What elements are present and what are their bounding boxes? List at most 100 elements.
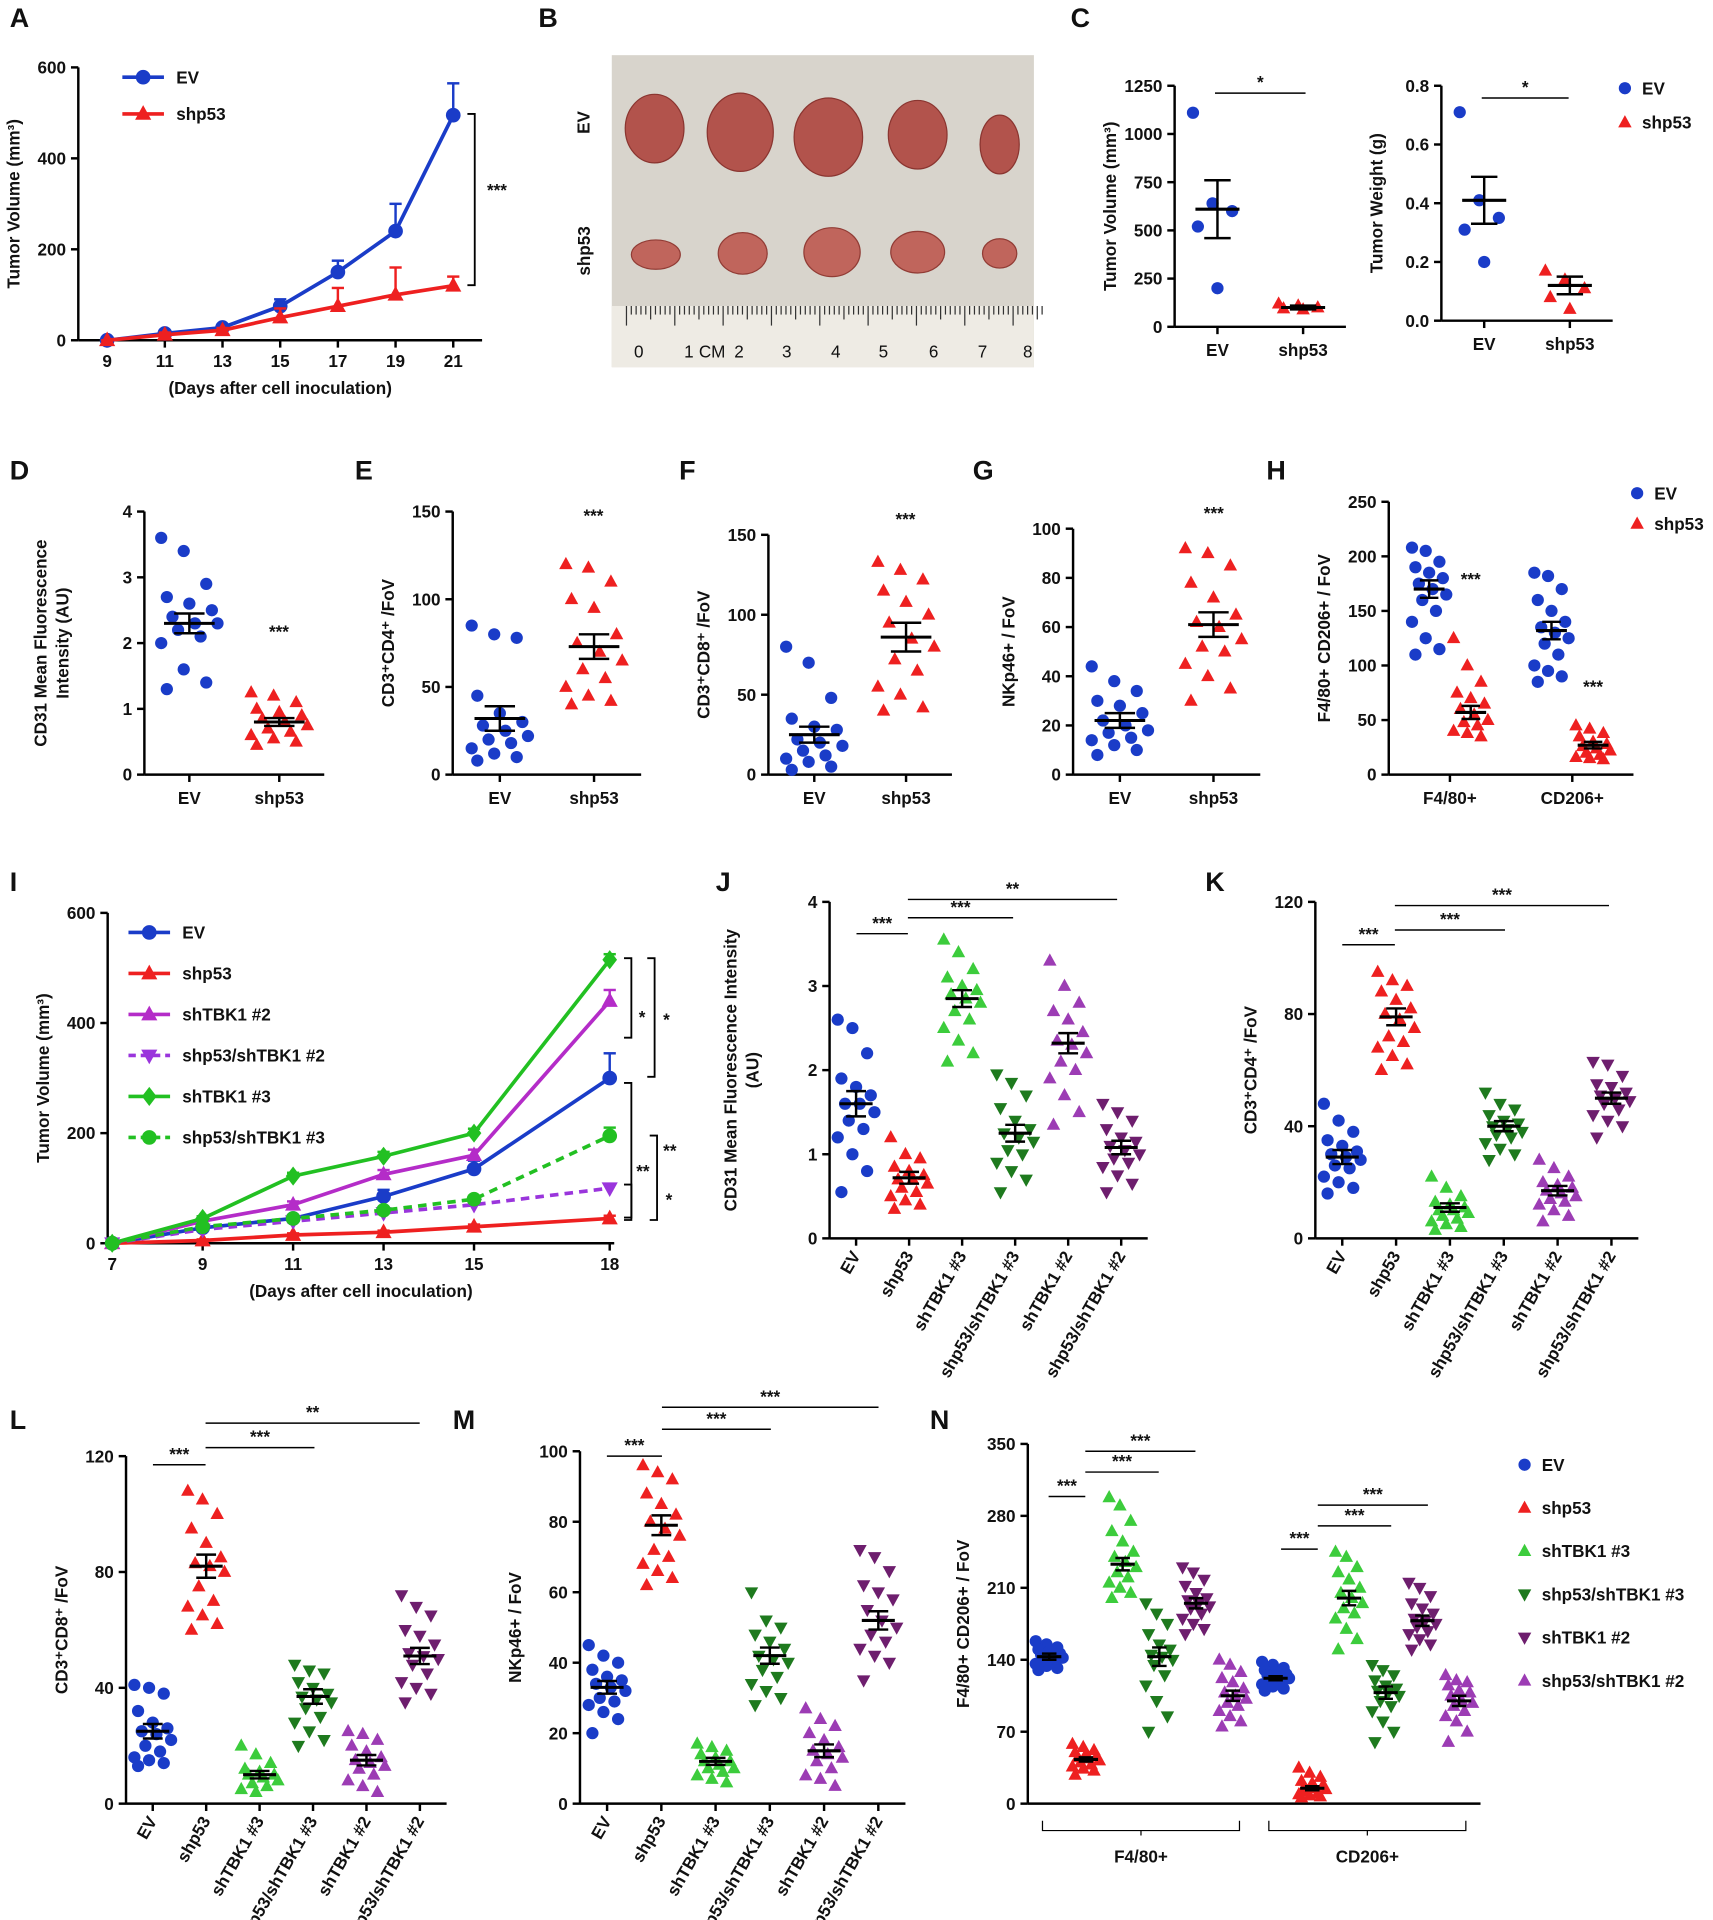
data-point	[466, 1161, 482, 1177]
x-tick-label: 17	[328, 352, 347, 371]
data-point	[796, 744, 810, 757]
data-point	[1043, 1071, 1057, 1084]
data-point	[1577, 281, 1592, 294]
data-point	[1076, 1739, 1090, 1753]
y-tick-label: 40	[549, 1654, 568, 1673]
y-tick-label: 0.6	[1405, 136, 1429, 155]
panel-label: L	[10, 1405, 26, 1435]
data-point	[780, 752, 793, 765]
x-tick-label: shp53	[569, 789, 618, 808]
error-cap	[484, 705, 516, 733]
data-point	[155, 636, 168, 650]
error-cap	[249, 1769, 270, 1780]
data-point	[608, 1695, 621, 1708]
x-tick-label: 15	[465, 1255, 485, 1274]
data-point	[1374, 1062, 1389, 1076]
significance-label: **	[636, 1162, 650, 1181]
ruler-label: 7	[978, 342, 988, 361]
data-point	[1175, 1613, 1190, 1626]
y-tick-label: 100	[412, 590, 441, 609]
data-point	[181, 1483, 195, 1496]
data-point	[195, 1608, 210, 1621]
data-point	[592, 644, 607, 657]
data-point	[1076, 1761, 1090, 1774]
legend-marker	[1518, 1458, 1531, 1471]
error-cap	[264, 716, 295, 728]
data-point	[1569, 749, 1583, 763]
data-point	[654, 1496, 669, 1510]
error-cap	[174, 612, 205, 635]
data-point	[759, 1685, 773, 1699]
error-cap	[1419, 579, 1439, 600]
ruler-label: CM	[699, 342, 726, 361]
x-tick-label: CD206+	[1541, 789, 1604, 808]
data-point	[1400, 1057, 1414, 1070]
data-point	[1440, 588, 1453, 601]
data-point	[205, 604, 218, 617]
data-point	[570, 635, 584, 648]
error-cap	[1104, 711, 1136, 730]
data-point	[1601, 1115, 1615, 1128]
data-point	[582, 1698, 595, 1712]
data-point	[1426, 1608, 1440, 1621]
significance-bracket	[624, 1183, 633, 1219]
data-point	[1454, 1188, 1468, 1202]
y-tick-label: 100	[1032, 520, 1061, 539]
error-cap	[1547, 1184, 1568, 1197]
legend-marker	[1630, 516, 1644, 529]
category-brace	[1041, 1820, 1241, 1836]
data-point	[324, 1697, 339, 1710]
data-point	[920, 1176, 935, 1189]
data-point	[504, 736, 518, 750]
data-point	[1046, 1003, 1061, 1017]
error-cap	[1225, 1689, 1241, 1703]
data-point	[244, 727, 258, 741]
data-point	[1582, 750, 1597, 764]
data-point	[341, 1773, 355, 1786]
data-point	[1478, 1087, 1493, 1100]
data-point	[882, 1566, 897, 1579]
data-point	[1215, 1719, 1229, 1732]
data-point	[1460, 1675, 1474, 1688]
data-point	[597, 1649, 610, 1662]
data-point	[1178, 541, 1193, 554]
y-tick-label: 200	[67, 1124, 96, 1143]
data-point	[1212, 1703, 1227, 1717]
data-point	[1026, 1136, 1041, 1149]
data-point	[1206, 197, 1219, 210]
data-point	[774, 1693, 788, 1706]
legend-marker	[1517, 1543, 1532, 1557]
data-point	[1493, 1143, 1507, 1156]
data-point	[1402, 1577, 1416, 1591]
y-tick-label: 150	[1348, 602, 1377, 621]
data-point	[1032, 1663, 1045, 1677]
data-point	[249, 1784, 263, 1797]
data-point	[831, 1131, 844, 1144]
data-point	[889, 1622, 904, 1635]
error-cap	[1440, 1202, 1460, 1213]
data-point	[748, 1700, 762, 1713]
data-point	[1139, 1598, 1153, 1611]
data-point	[1508, 1149, 1522, 1162]
data-point	[488, 747, 501, 760]
error-cap	[1111, 1139, 1132, 1156]
tumor-row	[624, 92, 1020, 177]
data-point	[1355, 1595, 1370, 1609]
data-point	[1234, 1714, 1248, 1727]
y-tick-label: 0	[558, 1795, 568, 1814]
data-point	[1294, 1790, 1309, 1803]
data-point	[1091, 748, 1104, 762]
data-point	[887, 1201, 902, 1214]
data-point	[604, 693, 618, 706]
data-point	[857, 1122, 870, 1136]
data-point	[1339, 1621, 1354, 1634]
error-cap	[1556, 275, 1584, 296]
data-point	[1470, 718, 1485, 731]
data-point	[1601, 1059, 1615, 1072]
data-point	[853, 1643, 867, 1656]
error-cap	[196, 1553, 217, 1580]
data-point	[398, 1697, 412, 1710]
data-point	[1389, 992, 1403, 1005]
data-point	[1347, 1181, 1360, 1195]
data-point	[643, 1514, 658, 1527]
